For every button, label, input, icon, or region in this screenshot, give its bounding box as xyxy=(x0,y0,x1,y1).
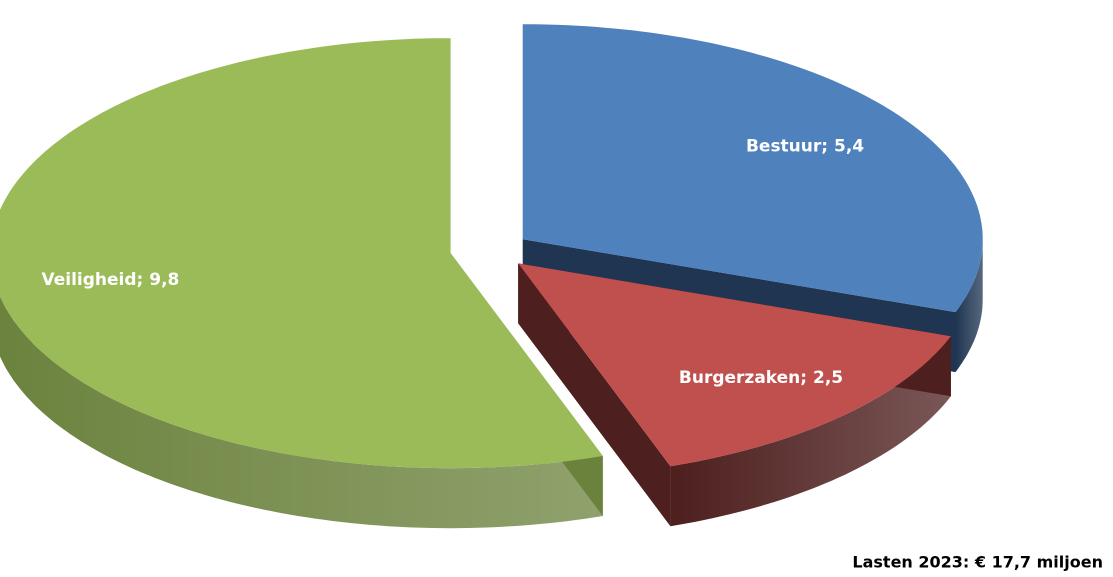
slice-rim xyxy=(955,239,983,373)
slice xyxy=(518,263,951,527)
slice-wall xyxy=(518,263,671,527)
data-label: Veiligheid; 9,8 xyxy=(42,270,180,290)
chart-note: Lasten 2023: € 17,7 miljoen xyxy=(852,553,1103,572)
slice-top xyxy=(518,263,951,467)
slice-top xyxy=(522,24,983,313)
slice-top xyxy=(0,38,603,469)
data-label: Burgerzaken; 2,5 xyxy=(679,368,843,388)
slice xyxy=(0,38,603,529)
slice-rim xyxy=(0,296,603,529)
slice-rim xyxy=(670,336,951,527)
data-label: Bestuur; 5,4 xyxy=(746,137,864,157)
